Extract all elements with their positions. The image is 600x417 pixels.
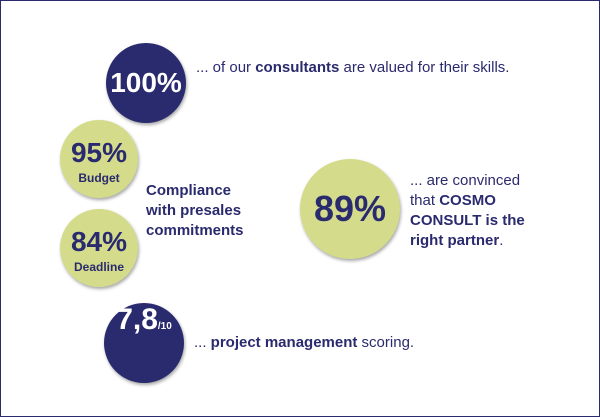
stat-partner-text-prefix: ... are convinced that [410, 172, 521, 209]
stat-partner-text: ... are convinced that COSMO CONSULT is … [410, 171, 540, 251]
stat-pm-text: ... project management scoring. [194, 333, 494, 353]
stat-partner-text-suffix: . [499, 232, 504, 249]
stat-consultants-text: ... of our consultants are valued for th… [196, 58, 516, 78]
stat-pm-text-bold: project management [210, 334, 358, 351]
stat-pm-text-prefix: ... [194, 334, 211, 351]
stat-consultants-text-suffix: are valued for their skills. [339, 59, 510, 76]
stat-pm-suffix: /10 [157, 321, 172, 332]
stat-partner-value: 89% [313, 188, 387, 229]
stat-budget-value: 95% [70, 136, 128, 168]
stat-pm-text-suffix: scoring. [357, 334, 415, 351]
stat-pm-circle: 7,8/10 [104, 303, 184, 383]
stat-pm-value: 7,8 [116, 303, 158, 336]
stat-deadline-value: 84% [70, 225, 128, 257]
stat-partner-text-bold: COSMO CONSULT is the right partner [410, 192, 525, 249]
stat-deadline-label: Deadline [73, 259, 124, 274]
stat-budget-label: Budget [78, 170, 120, 185]
stat-consultants-text-bold: consultants [255, 59, 340, 76]
stat-partner-circle: 89% [300, 159, 400, 259]
stat-consultants-circle: 100% [106, 43, 186, 123]
stat-budget-circle: 95% Budget [60, 120, 138, 198]
stat-consultants-value: 100% [110, 67, 182, 98]
compliance-label: Compliance with presales commitments [146, 182, 244, 239]
stat-deadline-circle: 84% Deadline [60, 209, 138, 287]
stat-consultants-text-prefix: ... of our [196, 59, 256, 76]
